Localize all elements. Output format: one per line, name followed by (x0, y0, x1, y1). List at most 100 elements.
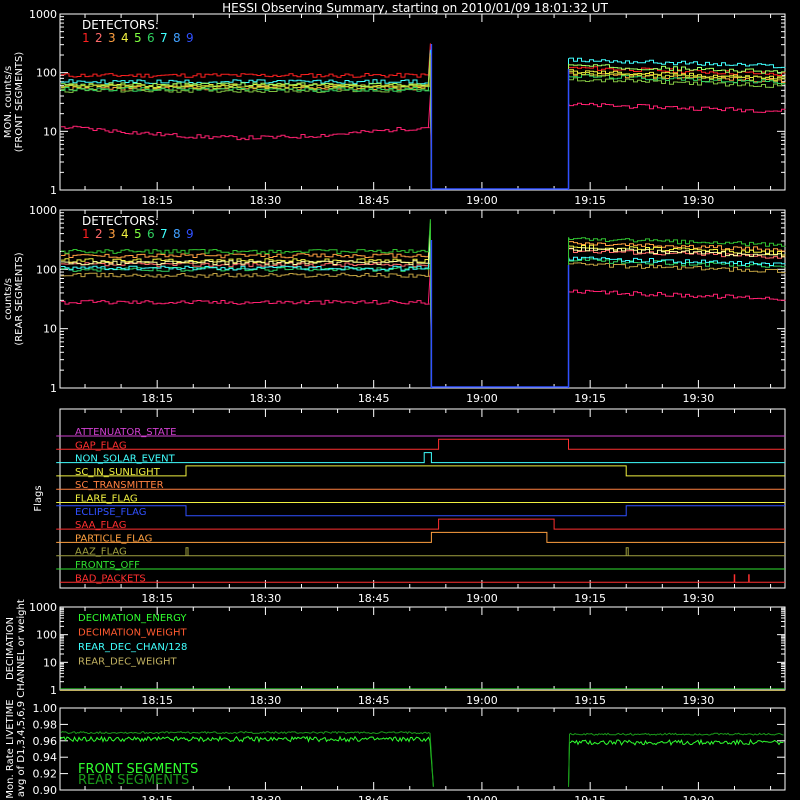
front-panel-series-det2 (61, 94, 786, 191)
rear-panel-legend-digit: 6 (147, 227, 155, 241)
livetime-ytick-label: 0.90 (33, 784, 58, 797)
livetime-panel-ylabel-line1: Mon. Rate LIVETIME (5, 699, 16, 798)
rear-panel-ytick-label: 1000 (29, 204, 57, 217)
flag-label: FLARE_FLAG (75, 494, 138, 505)
flag-line-aaz_flag (56, 547, 785, 557)
flags-panel-frame (59, 408, 786, 589)
rear-panel-xtick-label: 19:00 (466, 392, 498, 405)
rear-panel-ytick-label: 100 (36, 263, 57, 276)
rear-panel-series-det3 (61, 223, 786, 389)
flag-label: GAP_FLAG (75, 440, 127, 451)
decimation-legend-label: REAR_DEC_CHAN/128 (78, 642, 187, 653)
livetime-ytick-label: 1.00 (33, 702, 58, 715)
flag-label: FRONTS_OFF (75, 560, 140, 571)
decimation-panel-xtick-label: 18:15 (141, 694, 173, 707)
front-panel-ytick-label: 1000 (29, 8, 57, 21)
flag-line-non_solar_event (56, 452, 785, 464)
livetime-panel-xtick-label: 19:15 (574, 794, 606, 800)
flag-label: NON_SOLAR_EVENT (75, 454, 176, 465)
livetime-panel-xtick-label: 18:45 (358, 794, 390, 800)
decimation-panel-xtick-label: 19:30 (683, 694, 715, 707)
front-panel-legend-digit: 4 (121, 31, 129, 45)
livetime-panel-xtick-label: 19:30 (683, 794, 715, 800)
front-panel-ytick-label: 100 (36, 67, 57, 80)
rear-panel-xtick-label: 18:15 (141, 392, 173, 405)
livetime-ytick-label: 0.98 (33, 718, 58, 731)
livetime-legend-label: FRONT SEGMENTS (78, 762, 198, 777)
livetime-ytick-label: 0.92 (33, 768, 58, 781)
front-panel-xtick-label: 18:15 (141, 194, 173, 207)
flag-label: SC_IN_SUNLIGHT (75, 467, 161, 478)
flags-ylabel: Flags (33, 485, 44, 511)
front-panel-legend-title: DETECTORS: (82, 18, 159, 32)
front-panel-legend-digit: 3 (108, 31, 116, 45)
front-panel-legend-digit: 7 (160, 31, 168, 45)
livetime-legend-label: REAR SEGMENTS (78, 773, 189, 788)
decimation-legend-label: DECIMATION_WEIGHT (78, 628, 187, 639)
rear-panel-series-det1 (61, 232, 786, 389)
front-panel-frame (59, 13, 786, 191)
front-panel-ylabel: MON. counts/s (FRONT SEGMENTS) (3, 52, 25, 153)
flag-line-gap_flag (56, 438, 785, 450)
livetime-panel-xtick-label: 18:15 (141, 794, 173, 800)
livetime-series-rear (60, 730, 784, 787)
rear-panel-xtick-label: 18:45 (358, 392, 390, 405)
decimation-panel-ytick-label: 10 (43, 656, 57, 669)
flag-label: ATTENUATOR_STATE (75, 427, 176, 438)
livetime-panel-ylabel-line2: avg of D1,3,4,5,6,9 (16, 701, 27, 797)
livetime-panel-ylabel: Mon. Rate LIVETIME avg of D1,3,4,5,6,9 (5, 699, 27, 798)
rear-panel-ylabel-line1: counts/s (3, 278, 14, 320)
decimation-panel-xtick-label: 19:00 (466, 694, 498, 707)
front-panel-series-det9 (61, 54, 786, 191)
rear-panel-series-det8 (61, 230, 786, 389)
decimation-panel-ytick-label: 1000 (29, 601, 57, 614)
flags-panel-xtick-label: 18:15 (141, 592, 173, 605)
flags-panel-xtick-label: 18:45 (358, 592, 390, 605)
rear-panel-series-det2 (61, 269, 786, 389)
decimation-legend-label: DECIMATION_ENERGY (78, 613, 187, 624)
front-panel-ylabel-line1: MON. counts/s (3, 66, 14, 138)
flags-panel-xtick-label: 19:30 (683, 592, 715, 605)
flags-ylabel-text: Flags (33, 485, 44, 511)
flag-label: PARTICLE_FLAG (75, 533, 152, 544)
front-panel-series-det5 (61, 58, 786, 191)
rear-panel-series-det5 (61, 242, 786, 389)
front-panel-xtick-label: 18:45 (358, 194, 390, 207)
decimation-panel-ylabel-line1: DECIMATION (5, 617, 16, 680)
front-panel-legend-digit: 5 (134, 31, 142, 45)
front-panel-legend-digit: 1 (82, 31, 90, 45)
rear-panel-legend-title: DETECTORS: (82, 214, 159, 228)
rear-panel-series-det9 (61, 219, 786, 389)
livetime-panel-xtick-label: 18:30 (250, 794, 282, 800)
flags-panel-xtick-label: 19:00 (466, 592, 498, 605)
front-panel-xtick-label: 19:00 (466, 194, 498, 207)
livetime-ytick-label: 0.94 (33, 751, 58, 764)
livetime-panel-xtick-label: 19:00 (466, 794, 498, 800)
front-panel-ytick-label: 10 (43, 125, 57, 138)
decimation-panel-ytick-label: 100 (36, 629, 57, 642)
livetime-panel-frame (59, 707, 786, 791)
flag-label: AAZ_FLAG (75, 547, 127, 558)
rear-panel-ylabel-line2: (REAR SEGMENTS) (14, 252, 25, 345)
flag-label: BAD_PACKETS (75, 573, 146, 584)
flag-label: SAA_FLAG (75, 520, 126, 531)
flags-panel-xtick-label: 18:30 (250, 592, 282, 605)
rear-panel-ylabel: counts/s (REAR SEGMENTS) (3, 252, 25, 345)
flag-line-sc_in_sunlight (56, 465, 785, 477)
livetime-series-front (60, 735, 784, 787)
rear-panel-xtick-label: 19:30 (683, 392, 715, 405)
front-panel-legend-digit: 9 (186, 31, 194, 45)
rear-panel-legend-digit: 1 (82, 227, 90, 241)
rear-panel-xtick-label: 19:15 (574, 392, 606, 405)
rear-panel-series-det4 (61, 228, 786, 389)
rear-panel-legend-digit: 4 (121, 227, 129, 241)
rear-panel-frame (59, 209, 786, 389)
decimation-panel-xtick-label: 18:45 (358, 694, 390, 707)
flag-label: ECLIPSE_FLAG (75, 507, 146, 518)
front-panel-xtick-label: 19:15 (574, 194, 606, 207)
front-panel-ytick-label: 1 (50, 184, 57, 197)
front-panel-xtick-label: 19:30 (683, 194, 715, 207)
decimation-panel-ylabel-line2: CHANNEL or weight (16, 599, 27, 698)
decimation-panel-xtick-label: 19:15 (574, 694, 606, 707)
